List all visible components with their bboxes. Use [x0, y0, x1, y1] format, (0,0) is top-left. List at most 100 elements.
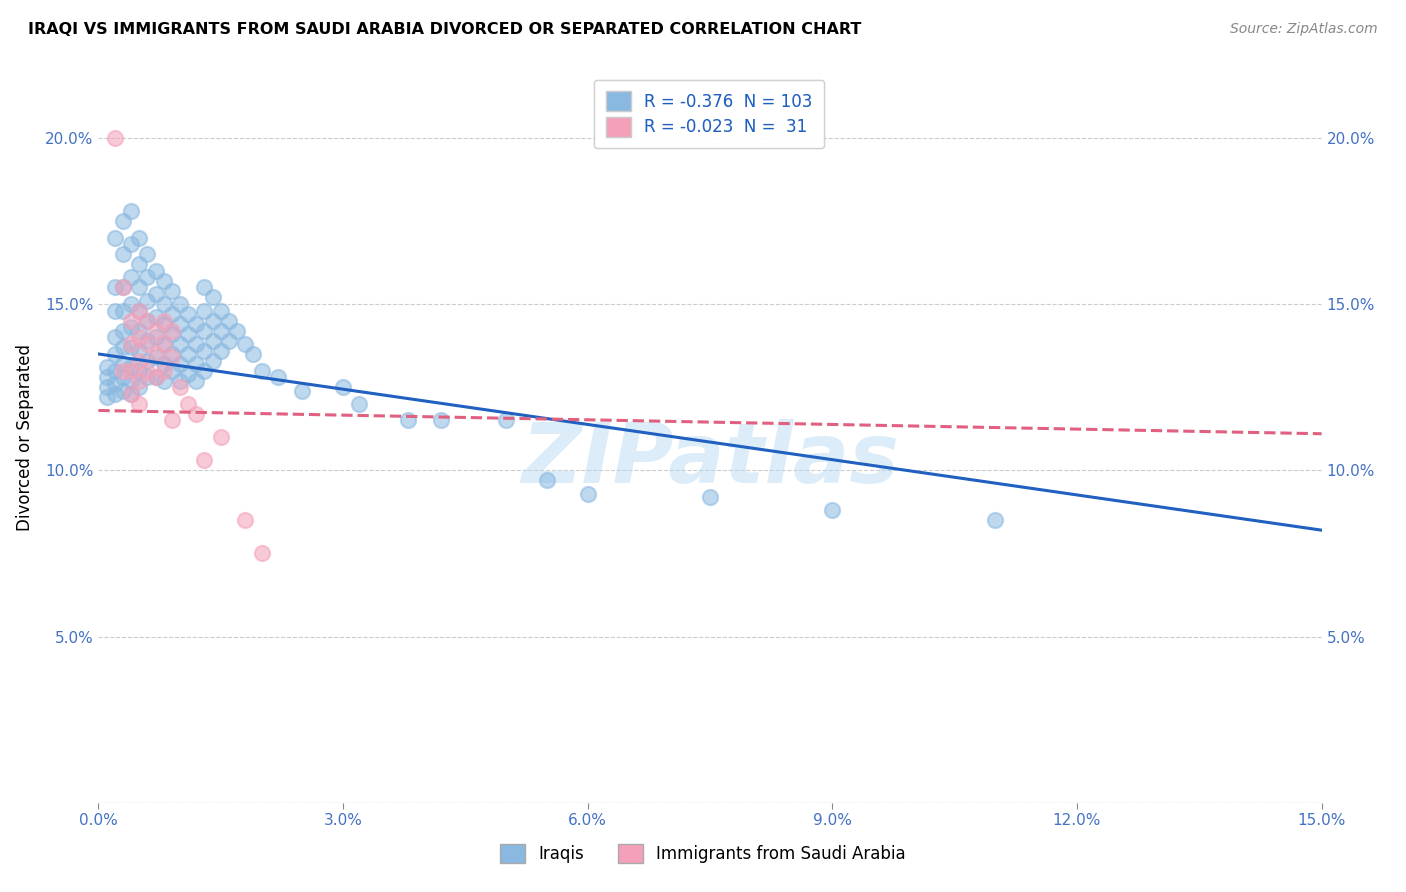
Point — [145, 330, 167, 344]
Point — [120, 270, 142, 285]
Point — [111, 340, 134, 354]
Point — [96, 380, 118, 394]
Point — [104, 347, 127, 361]
Point — [332, 380, 354, 394]
Point — [120, 237, 142, 252]
Point — [152, 374, 174, 388]
Point — [177, 326, 200, 341]
Point — [120, 204, 142, 219]
Point — [250, 363, 273, 377]
Point — [152, 363, 174, 377]
Point — [160, 363, 183, 377]
Point — [430, 413, 453, 427]
Point — [291, 384, 314, 398]
Point — [145, 287, 167, 301]
Point — [136, 247, 159, 261]
Point — [186, 407, 208, 421]
Point — [136, 270, 159, 285]
Point — [536, 473, 558, 487]
Point — [104, 330, 127, 344]
Point — [201, 334, 224, 348]
Point — [111, 280, 134, 294]
Point — [193, 343, 215, 358]
Point — [96, 360, 118, 375]
Point — [145, 370, 167, 384]
Point — [218, 334, 240, 348]
Text: IRAQI VS IMMIGRANTS FROM SAUDI ARABIA DIVORCED OR SEPARATED CORRELATION CHART: IRAQI VS IMMIGRANTS FROM SAUDI ARABIA DI… — [28, 22, 862, 37]
Point — [193, 453, 215, 467]
Point — [699, 490, 721, 504]
Point — [233, 337, 256, 351]
Point — [169, 297, 191, 311]
Point — [201, 290, 224, 304]
Point — [104, 303, 127, 318]
Point — [242, 347, 264, 361]
Point — [186, 317, 208, 331]
Point — [104, 387, 127, 401]
Point — [152, 337, 174, 351]
Point — [136, 314, 159, 328]
Point — [128, 230, 150, 244]
Point — [396, 413, 419, 427]
Point — [193, 363, 215, 377]
Point — [111, 303, 134, 318]
Point — [169, 380, 191, 394]
Point — [267, 370, 290, 384]
Point — [96, 370, 118, 384]
Point — [104, 363, 127, 377]
Point — [145, 370, 167, 384]
Point — [160, 413, 183, 427]
Y-axis label: Divorced or Separated: Divorced or Separated — [15, 343, 34, 531]
Point — [128, 280, 150, 294]
Point — [104, 376, 127, 391]
Point — [186, 374, 208, 388]
Point — [186, 337, 208, 351]
Point — [136, 363, 159, 377]
Point — [136, 293, 159, 308]
Point — [193, 280, 215, 294]
Legend: Iraqis, Immigrants from Saudi Arabia: Iraqis, Immigrants from Saudi Arabia — [489, 832, 917, 875]
Point — [128, 397, 150, 411]
Point — [177, 397, 200, 411]
Point — [120, 374, 142, 388]
Point — [226, 324, 249, 338]
Point — [160, 351, 183, 365]
Point — [128, 324, 150, 338]
Point — [152, 297, 174, 311]
Point — [160, 284, 183, 298]
Point — [111, 370, 134, 384]
Point — [193, 303, 215, 318]
Point — [177, 347, 200, 361]
Point — [104, 131, 127, 145]
Point — [128, 303, 150, 318]
Point — [136, 353, 159, 368]
Point — [128, 257, 150, 271]
Point — [177, 307, 200, 321]
Point — [120, 337, 142, 351]
Point — [160, 307, 183, 321]
Point — [349, 397, 371, 411]
Point — [233, 513, 256, 527]
Point — [120, 363, 142, 377]
Point — [104, 280, 127, 294]
Point — [160, 326, 183, 341]
Point — [201, 314, 224, 328]
Point — [152, 357, 174, 371]
Point — [128, 353, 150, 368]
Point — [111, 357, 134, 371]
Point — [209, 343, 232, 358]
Point — [104, 230, 127, 244]
Point — [111, 324, 134, 338]
Point — [160, 324, 183, 338]
Point — [120, 314, 142, 328]
Point — [250, 546, 273, 560]
Point — [120, 340, 142, 354]
Point — [495, 413, 517, 427]
Point — [201, 353, 224, 368]
Point — [120, 387, 142, 401]
Point — [136, 337, 159, 351]
Point — [193, 324, 215, 338]
Text: ZIPatlas: ZIPatlas — [522, 418, 898, 500]
Point — [96, 390, 118, 404]
Point — [984, 513, 1007, 527]
